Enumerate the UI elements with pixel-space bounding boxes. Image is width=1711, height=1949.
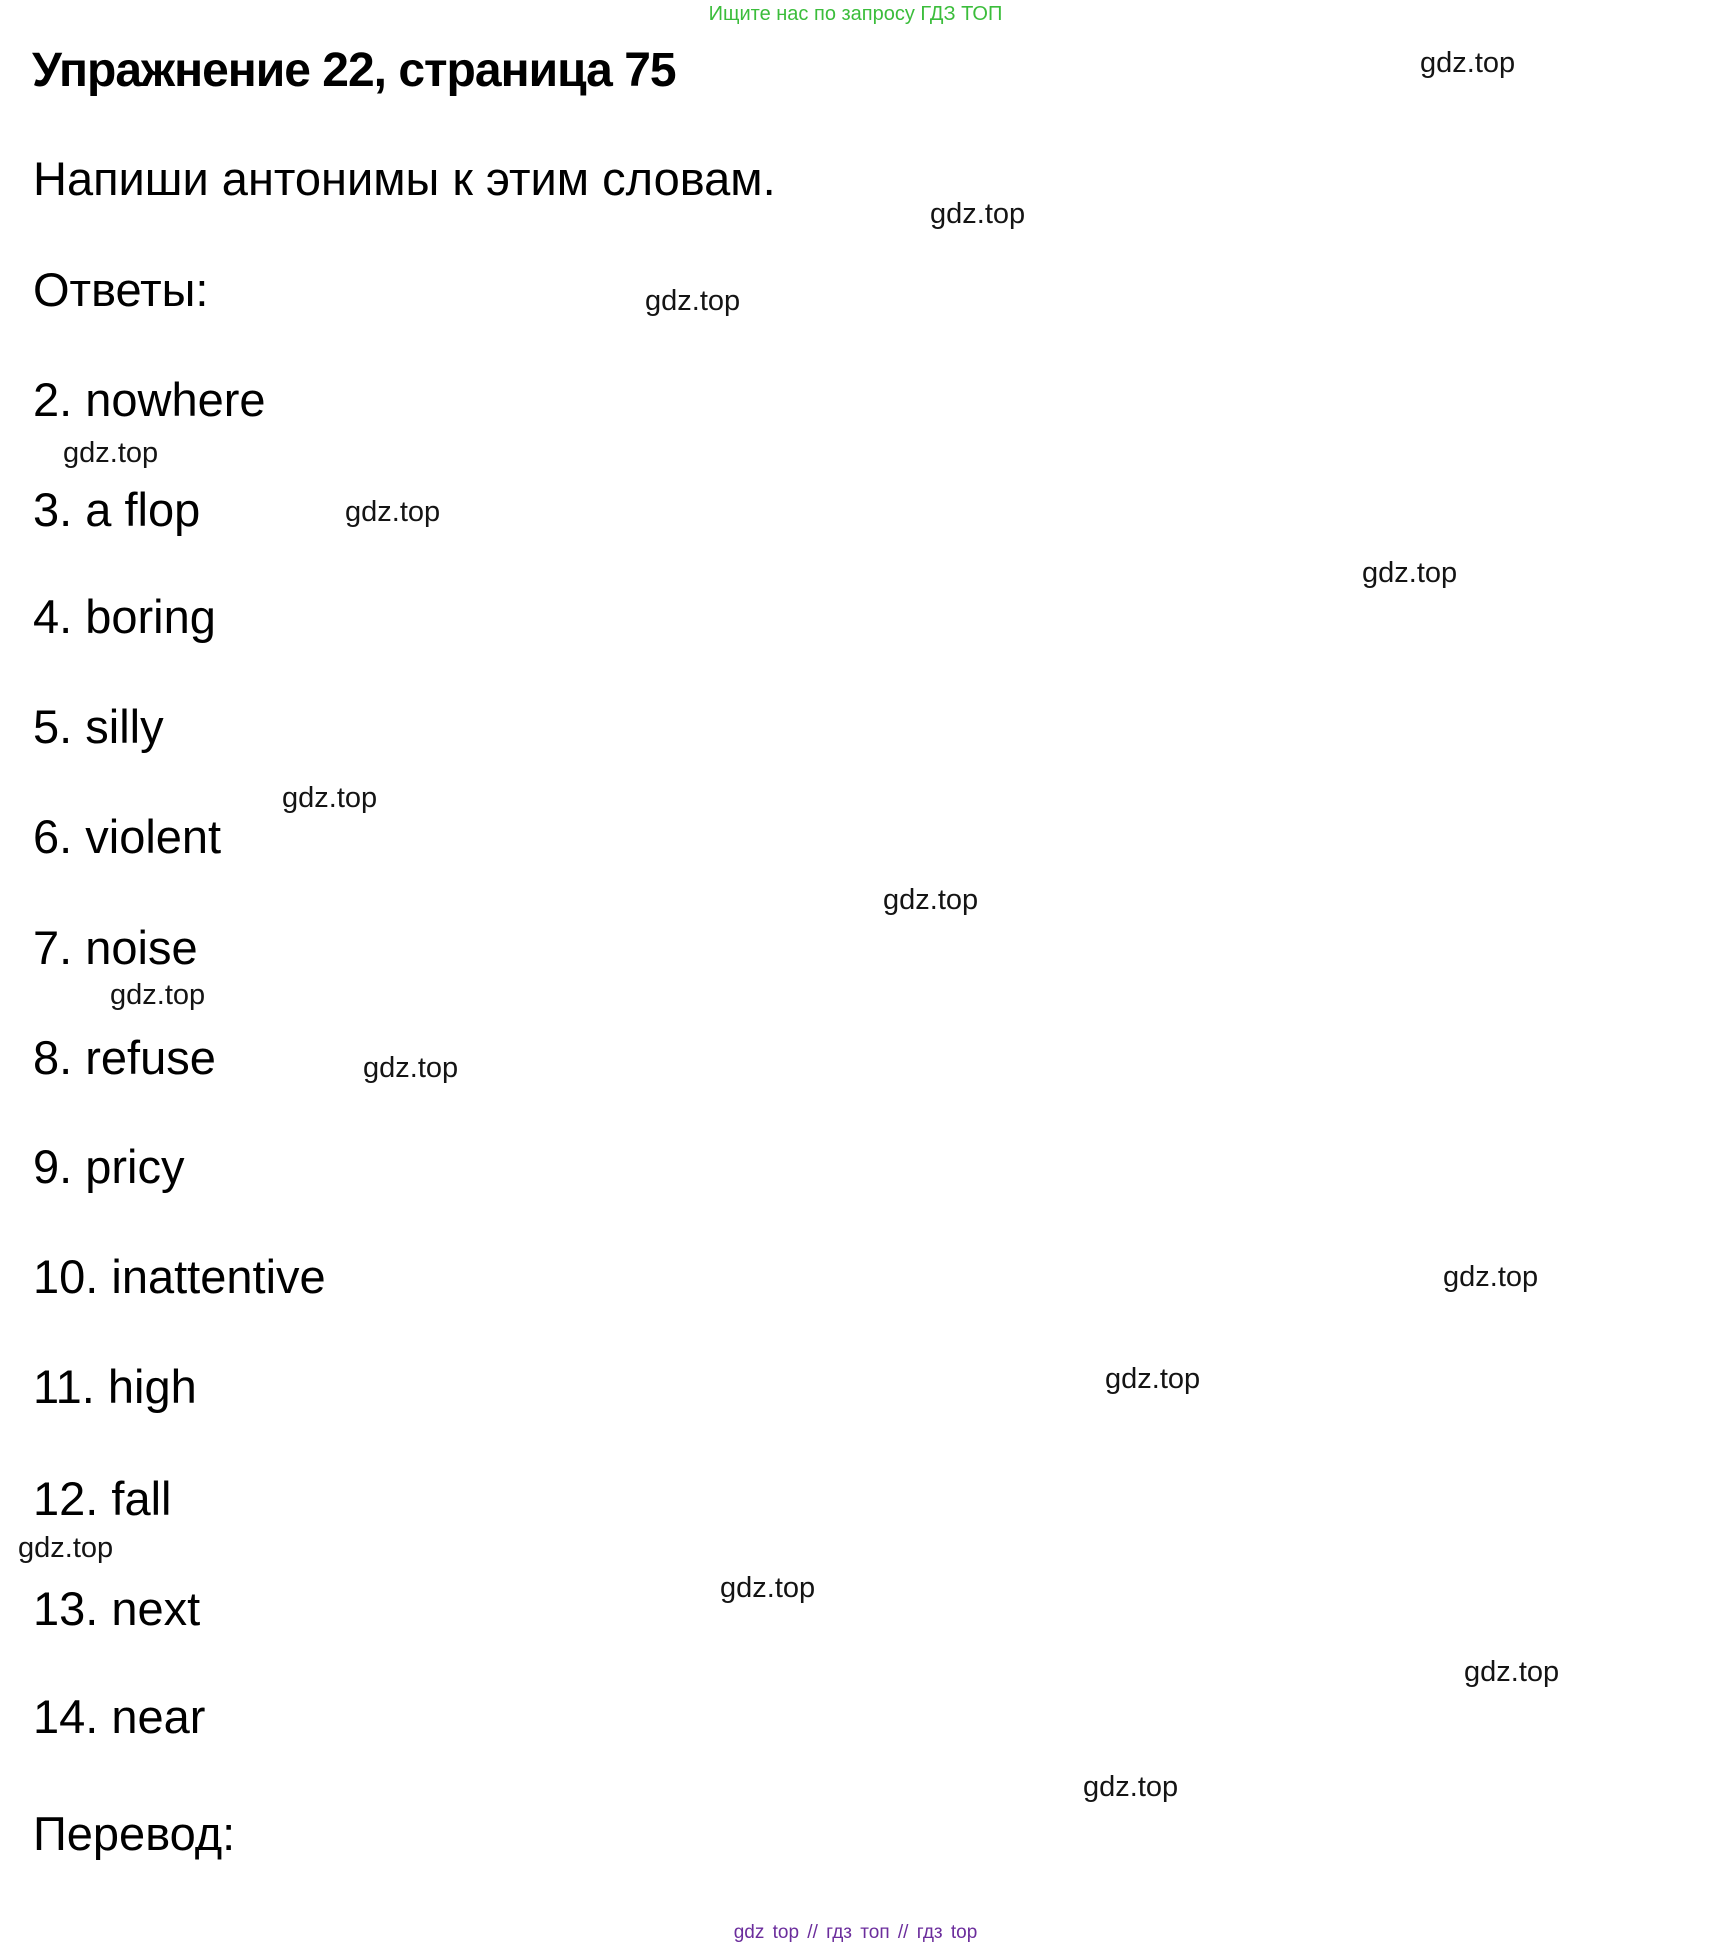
promo-banner: Ищите нас по запросу ГДЗ ТОП: [708, 3, 1003, 25]
gdz-watermark: gdz.top: [1083, 1771, 1179, 1803]
gdz-watermark: gdz.top: [645, 285, 741, 317]
gdz-watermark: gdz.top: [282, 782, 378, 814]
gdz-watermark: gdz.top: [1443, 1261, 1539, 1293]
answer-item: 3. a flop: [33, 483, 201, 536]
answer-item: 5. silly: [33, 700, 164, 753]
answer-item: 2. nowhere: [33, 373, 266, 426]
answer-item: 6. violent: [33, 810, 222, 863]
answer-item: 9. pricy: [33, 1140, 185, 1193]
translation-label: Перевод:: [33, 1807, 236, 1860]
answer-item: 13. next: [33, 1582, 201, 1635]
gdz-watermark: gdz.top: [345, 496, 441, 528]
gdz-watermark: gdz.top: [63, 437, 159, 469]
gdz-watermark: gdz.top: [930, 198, 1026, 230]
answer-item: 4. boring: [33, 590, 216, 643]
gdz-watermark: gdz.top: [1105, 1363, 1201, 1395]
answer-item: 14. near: [33, 1690, 206, 1743]
answer-item: 11. high: [33, 1360, 197, 1413]
answer-item: 7. noise: [33, 921, 198, 974]
task-sentence: Напиши антонимы к этим словам.: [33, 152, 776, 205]
gdz-watermark: gdz.top: [1464, 1656, 1560, 1688]
gdz-watermark: gdz.top: [1362, 557, 1458, 589]
answers-label: Ответы:: [33, 263, 209, 316]
page-title: Упражнение 22, страница 75: [32, 44, 677, 97]
answer-item: 10. inattentive: [33, 1250, 326, 1303]
answer-item: 8. refuse: [33, 1031, 216, 1084]
gdz-watermark: gdz.top: [363, 1052, 459, 1084]
gdz-watermark: gdz.top: [883, 884, 979, 916]
gdz-watermark: gdz.top: [720, 1572, 816, 1604]
gdz-watermark: gdz.top: [18, 1532, 114, 1564]
gdz-watermark: gdz.top: [110, 979, 206, 1011]
footer-watermark: gdz top // гдз топ // гдз top: [733, 1922, 978, 1943]
answer-item: 12. fall: [33, 1472, 172, 1525]
gdz-watermark: gdz.top: [1420, 47, 1516, 79]
